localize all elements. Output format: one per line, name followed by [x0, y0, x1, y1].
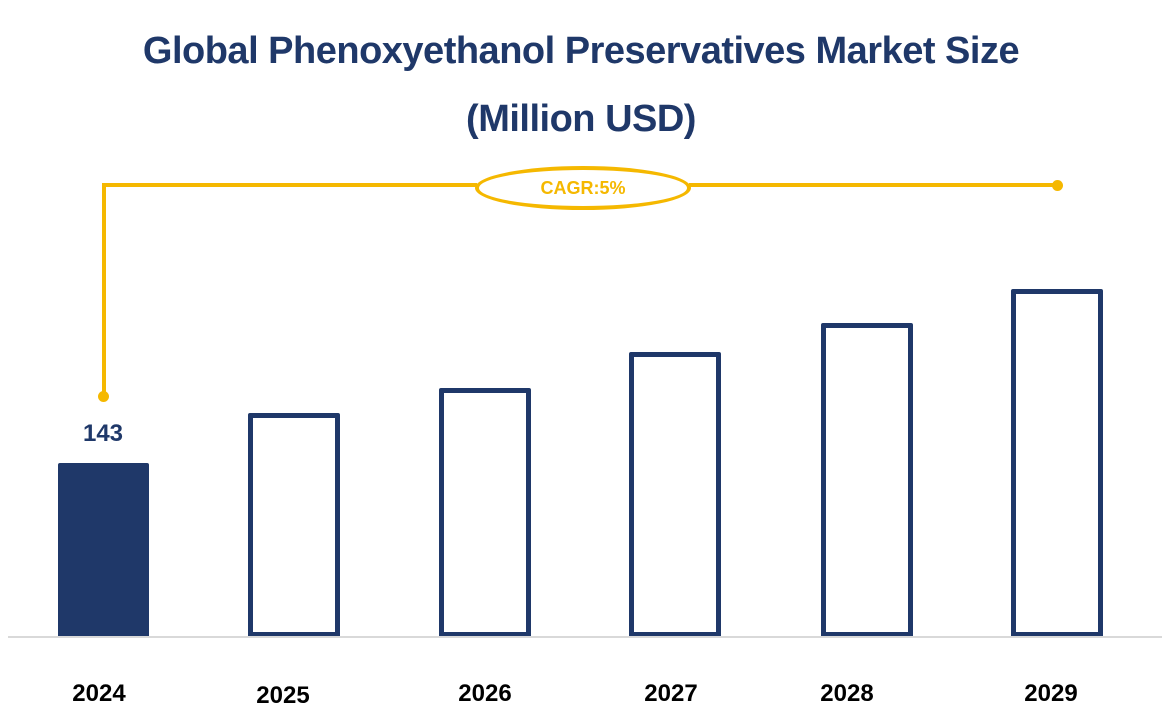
cagr-badge: CAGR:5% — [475, 166, 691, 210]
cagr-start-dot — [98, 391, 109, 402]
x-label-2024: 2024 — [72, 680, 126, 707]
x-label-2026: 2026 — [458, 680, 512, 707]
bar-2029 — [1011, 289, 1103, 637]
cagr-line-left — [102, 183, 477, 187]
x-label-2025: 2025 — [256, 682, 310, 709]
x-label-2029: 2029 — [1024, 680, 1078, 707]
value-label-2024: 143 — [82, 420, 124, 447]
bar-2024 — [58, 463, 149, 637]
cagr-line-vertical — [102, 183, 106, 397]
bar-2026 — [439, 388, 531, 637]
bar-2025 — [248, 413, 340, 637]
chart-title-line2: (Million USD) — [466, 98, 696, 140]
cagr-line-right — [689, 183, 1057, 187]
cagr-end-dot — [1052, 180, 1063, 191]
x-axis-line — [8, 636, 1162, 638]
x-label-2028: 2028 — [820, 680, 874, 707]
bar-2027 — [629, 352, 721, 637]
bar-2028 — [821, 323, 913, 637]
x-label-2027: 2027 — [644, 680, 698, 707]
chart-title-line1: Global Phenoxyethanol Preservatives Mark… — [142, 30, 1020, 72]
